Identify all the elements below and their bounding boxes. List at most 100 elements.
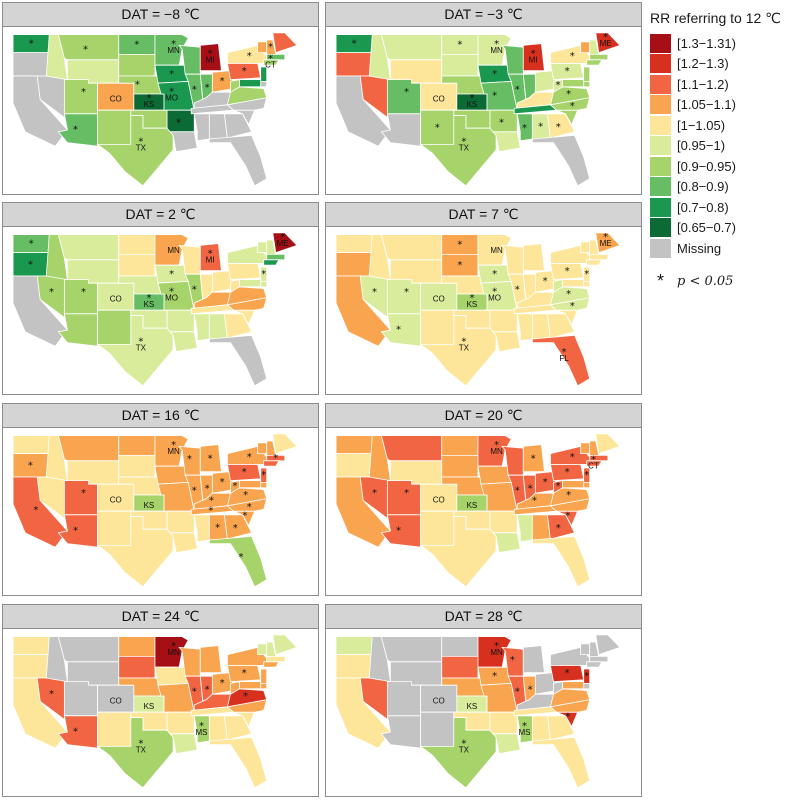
legend-item: [0.95−1) [650, 136, 790, 157]
state-label: KS [144, 702, 155, 711]
state-nm [97, 711, 132, 747]
state-vt [580, 241, 591, 254]
state-sd [441, 655, 479, 679]
state-label: CO [433, 295, 445, 304]
legend-item: Missing [650, 238, 790, 259]
significance-star-icon: * [461, 336, 466, 347]
state-nm [420, 510, 455, 546]
state-ga [223, 113, 253, 140]
state-nd [118, 234, 156, 255]
map-panel: DAT = 7 ℃ CO KS MO TX MN FL ME * * * * * * * * * * * * * * * * * [325, 202, 642, 395]
state-label: TX [459, 343, 470, 352]
significance-star-icon: * [239, 552, 244, 563]
state-label: MO [165, 294, 178, 303]
significance-star-icon: * [146, 293, 151, 304]
significance-star-icon: * [494, 440, 499, 451]
state-label: MN [490, 447, 503, 456]
state-sd [118, 655, 156, 679]
panel-title: DAT = −3 ℃ [326, 3, 641, 27]
state-ms [193, 313, 210, 342]
state-label: MN [167, 246, 180, 255]
significance-star-icon: * [404, 488, 409, 499]
state-fl [531, 334, 591, 387]
significance-key: * p < 0.05 [650, 271, 790, 292]
significance-star-icon: * [565, 467, 570, 478]
state-nm [420, 309, 455, 345]
state-me [595, 433, 621, 455]
state-label: MI [206, 56, 215, 65]
state-label: ME [277, 239, 289, 248]
significance-star-icon: * [192, 284, 197, 295]
state-label: CO [433, 697, 445, 706]
state-tx [96, 315, 174, 387]
state-label: CO [110, 697, 122, 706]
significance-star-icon: * [29, 39, 34, 50]
state-fl [531, 535, 591, 588]
state-tx [419, 315, 497, 387]
legend-swatch [650, 74, 671, 94]
state-md [239, 79, 262, 88]
state-label: CO [110, 295, 122, 304]
state-de [583, 683, 591, 690]
state-id [368, 636, 391, 683]
state-wa [12, 435, 50, 455]
significance-star-icon: * [492, 91, 497, 102]
legend-item: [0.8−0.9) [650, 177, 790, 198]
state-tx [419, 115, 497, 187]
significance-star-icon: * [556, 523, 561, 534]
state-label: KS [467, 702, 478, 711]
state-md [562, 681, 585, 690]
state-me [595, 232, 621, 254]
state-ms [516, 715, 533, 744]
significance-star-icon: * [169, 287, 174, 298]
state-ar [489, 309, 518, 333]
legend-label: [0.9−0.95) [677, 158, 736, 174]
state-ar [489, 510, 518, 534]
significance-star-icon: * [396, 526, 401, 537]
significance-star-icon: * [584, 671, 589, 682]
significance-star-icon: * [261, 470, 266, 481]
significance-star-icon: * [492, 69, 497, 80]
state-nd [441, 636, 479, 657]
state-de [583, 281, 591, 288]
significance-star-icon: * [570, 51, 575, 62]
state-sd [118, 454, 156, 478]
state-mi [199, 444, 222, 472]
state-label: CT [588, 462, 599, 471]
state-me [272, 433, 298, 455]
state-me [272, 32, 298, 54]
significance-star-icon: * [33, 505, 38, 516]
significance-star-icon: * [247, 51, 252, 62]
significance-star-icon: * [492, 671, 497, 682]
legend: RR referring to 12 ℃ [1.3−1.31) [1.2−1.3)… [650, 10, 790, 292]
state-de [260, 281, 268, 288]
state-ms [193, 113, 210, 142]
state-ma [266, 253, 286, 261]
state-tx [419, 717, 497, 789]
significance-star-icon: * [242, 66, 247, 77]
significance-star-icon: * [81, 287, 86, 298]
significance-star-icon: * [510, 655, 515, 666]
significance-star-icon: * [570, 452, 575, 463]
significance-star-icon: * [515, 686, 520, 697]
panel-title: DAT = 2 ℃ [3, 203, 318, 227]
state-ar [166, 510, 195, 534]
state-nm [97, 309, 132, 345]
significance-star-icon: * [372, 287, 377, 298]
state-md [239, 681, 262, 690]
significance-star-icon: * [187, 454, 192, 465]
legend-label: [1.1−1.2) [677, 76, 729, 92]
state-nd [118, 636, 156, 657]
state-fl [208, 535, 268, 588]
legend-item: [1.05−1.1) [650, 95, 790, 116]
significance-star-icon: * [566, 289, 571, 300]
state-md [562, 279, 585, 288]
state-ct [586, 259, 603, 266]
significance-star-icon: * [531, 49, 536, 60]
state-fl [208, 334, 268, 387]
state-nj [583, 66, 591, 82]
state-label: KS [144, 300, 155, 309]
significance-star-icon: * [566, 490, 571, 501]
